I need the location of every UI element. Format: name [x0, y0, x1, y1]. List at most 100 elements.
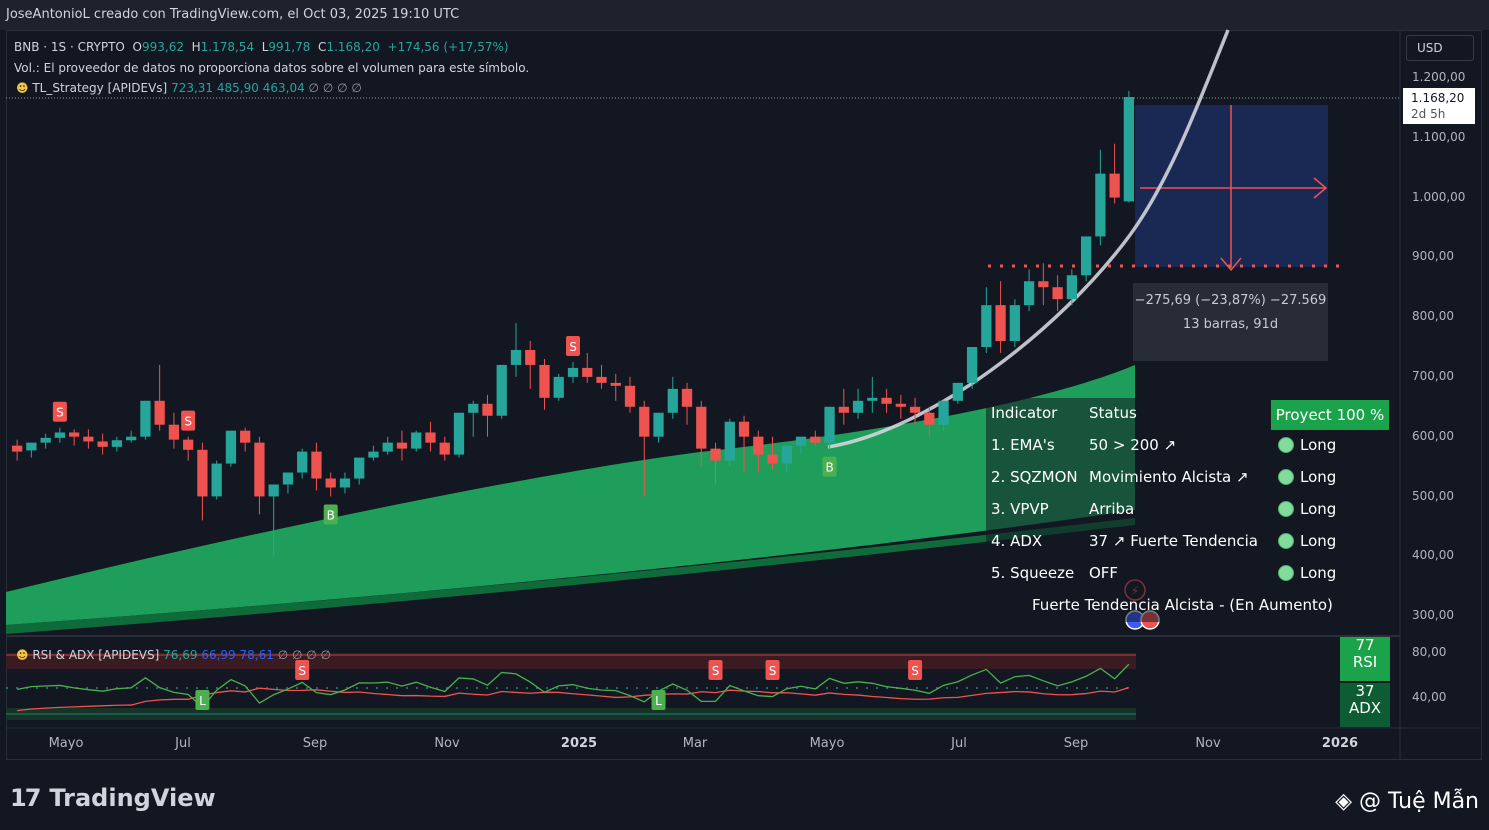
- time-tick: Sep: [1063, 736, 1089, 751]
- candle-body: [183, 439, 194, 450]
- oscillator-name: RSI & ADX [APIDEVS]: [32, 648, 160, 662]
- rsi-long-marker: [195, 690, 210, 710]
- indicator-name: 4. ADX: [991, 532, 1043, 550]
- indicator-row: 4. ADX 37 ↗ Fuerte Tendencia Long: [986, 526, 1390, 558]
- candle-body: [382, 442, 393, 452]
- rsi-sell-marker: [908, 660, 923, 680]
- tradingview-logo[interactable]: 17 TradingView: [10, 784, 216, 812]
- candle-body: [966, 347, 978, 383]
- oscillator-marker-label: S: [712, 664, 720, 678]
- candle-body: [582, 367, 593, 377]
- oscillator-marker-label: S: [298, 664, 306, 678]
- oscillator-marker-label: L: [655, 694, 662, 708]
- indicator-status: 37 ↗ Fuerte Tendencia: [1089, 532, 1258, 550]
- strategy-name: TL_Strategy [APIDEVs]: [32, 81, 168, 95]
- indicator-table: Indicator Status Proyect 100 % 1. EMA's …: [986, 398, 1390, 622]
- candle-body: [325, 478, 336, 488]
- price-tick: 500,00: [1412, 489, 1454, 503]
- indicator-status: Movimiento Alcista ↗: [1089, 468, 1249, 486]
- attribution-bar: JoseAntonioL creado con TradingView.com,…: [0, 0, 1489, 30]
- candle-body: [510, 349, 522, 365]
- candle-body: [1066, 275, 1077, 300]
- time-tick: Mar: [682, 736, 708, 751]
- price-tick: 800,00: [1412, 309, 1454, 323]
- candle-body: [881, 397, 892, 404]
- currency-button[interactable]: USD: [1406, 35, 1474, 61]
- time-tick: Jul: [175, 736, 191, 751]
- tradingview-brand: TradingView: [49, 784, 216, 812]
- indicator-signal: Long: [1300, 500, 1337, 518]
- candle-body: [411, 432, 422, 449]
- strategy-band-lower: [6, 518, 1135, 634]
- candle-body: [781, 445, 792, 464]
- indicator-name: 1. EMA's: [991, 436, 1055, 454]
- candle-body: [240, 430, 251, 443]
- indicator-status: OFF: [1089, 564, 1119, 582]
- candle-body: [83, 436, 94, 442]
- indicator-signal: Long: [1300, 468, 1337, 486]
- rsi-sell-marker: [295, 660, 310, 680]
- low-label: L: [261, 40, 269, 54]
- indicator-table-header: Indicator Status Proyect 100 %: [986, 398, 1390, 430]
- strategy-empty-values: ∅ ∅ ∅ ∅: [308, 81, 362, 95]
- indicator-signal: Long: [1300, 532, 1337, 550]
- candle-body: [753, 436, 764, 455]
- diamond-icon: ◈: [1335, 789, 1353, 814]
- author-name: @ Tuệ Mẫn: [1359, 789, 1479, 814]
- author-watermark: ◈ @ Tuệ Mẫn: [1335, 789, 1479, 814]
- close-value: 1.168,20: [326, 40, 380, 54]
- oscillator-marker-label: S: [769, 664, 777, 678]
- candle-body: [767, 454, 778, 464]
- current-price-tag: 1.168,20 2d 5h: [1403, 88, 1475, 124]
- price-tick: 1.000,00: [1412, 190, 1466, 204]
- candle-body: [396, 442, 408, 449]
- open-label: O: [132, 40, 142, 54]
- candles-group: [11, 90, 1135, 557]
- sell-signal-marker: [181, 410, 196, 431]
- rsi-sell-marker: [765, 660, 780, 680]
- measure-duration: 13 barras, 91d: [1182, 317, 1279, 332]
- candle-body: [838, 406, 849, 413]
- candle-body: [610, 382, 621, 386]
- candle-body: [40, 437, 51, 443]
- strategy-legend[interactable]: ☻ TL_Strategy [APIDEVs] 723,31 485,90 46…: [16, 81, 362, 95]
- buy-signal-marker: [822, 456, 837, 477]
- signal-marker-label: B: [327, 508, 335, 522]
- candle-body: [696, 406, 707, 449]
- indicator-row: 5. Squeeze OFF Long: [986, 558, 1390, 590]
- indicator-row: 1. EMA's 50 > 200 ↗ Long: [986, 430, 1390, 462]
- time-tick: Nov: [1195, 736, 1221, 751]
- indicator-name: 3. VPVP: [991, 500, 1049, 518]
- price-tick: 1.100,00: [1412, 130, 1466, 144]
- price-tick: 1.200,00: [1412, 70, 1466, 84]
- candle-body: [525, 349, 536, 365]
- candle-body: [1023, 281, 1035, 306]
- candle-body: [453, 412, 465, 455]
- candle-body: [952, 382, 963, 401]
- candle-body: [810, 436, 821, 443]
- bar-countdown: 2d 5h: [1411, 107, 1446, 121]
- signal-marker-label: S: [569, 340, 577, 354]
- candle-body: [425, 432, 436, 443]
- oscillator-marker-label: L: [199, 694, 206, 708]
- candle-body: [140, 400, 151, 437]
- candle-body: [54, 432, 66, 438]
- indicator-row: 3. VPVP Arriba Long: [986, 494, 1390, 526]
- candle-body: [268, 484, 279, 497]
- indicator-header: Indicator: [991, 404, 1058, 422]
- symbol-legend[interactable]: BNB · 1S · CRYPTO O993,62 H1.178,54 L991…: [14, 40, 509, 54]
- strategy-icon: ☻: [16, 81, 29, 95]
- candle-body: [111, 440, 123, 447]
- price-tick: 400,00: [1412, 548, 1454, 562]
- candle-body: [211, 463, 222, 497]
- candle-body: [282, 472, 294, 485]
- candle-body: [97, 441, 108, 447]
- osc-value-3: 78,61: [239, 648, 274, 662]
- candle-body: [567, 367, 579, 377]
- candle-body: [624, 385, 636, 407]
- oscillator-legend[interactable]: ☻ RSI & ADX [APIDEVS] 76,69 66,99 78,61 …: [16, 648, 331, 662]
- volume-note: Vol.: El proveedor de datos no proporcio…: [14, 61, 530, 75]
- candle-body: [667, 388, 678, 413]
- strategy-value-2: 485,90: [216, 81, 259, 95]
